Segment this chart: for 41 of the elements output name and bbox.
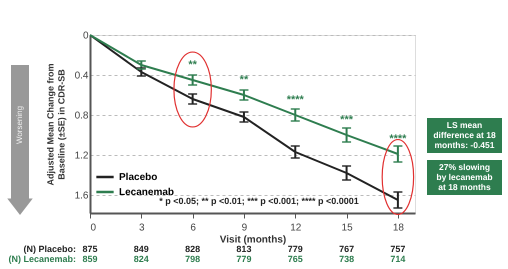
annotation: **** xyxy=(389,133,408,145)
text: 757 xyxy=(390,244,406,254)
x-axis-title: Visit (months) xyxy=(220,234,286,246)
text: Worsening xyxy=(15,106,24,144)
text: 849 xyxy=(134,244,149,254)
x-tick-label: 18 xyxy=(392,222,404,234)
y-tick-label: 0.8 xyxy=(74,110,89,122)
text: 859 xyxy=(82,254,98,264)
x-tick-label: 15 xyxy=(342,222,354,234)
y-tick-label: 0 xyxy=(82,30,89,42)
x-tick-label: 9 xyxy=(242,222,248,234)
text: 714 xyxy=(390,254,406,264)
legend-label: Lecanemab xyxy=(119,187,174,198)
text: 765 xyxy=(288,254,303,264)
text: 27% slowing by lecanemab at 18 months xyxy=(436,162,493,192)
annotation: * p <0.05; ** p <0.01; *** p <0.001; **** p <0.0001 xyxy=(159,196,359,206)
text: 824 xyxy=(134,254,149,264)
y-tick-label: 1.2 xyxy=(74,150,89,162)
legend-label: Placebo xyxy=(119,172,158,183)
text: 767 xyxy=(339,244,354,254)
x-tick-label: 6 xyxy=(190,222,196,234)
annotation: ** xyxy=(240,74,249,86)
x-tick-label: 3 xyxy=(139,222,146,234)
x-tick-label: 12 xyxy=(290,222,302,234)
text: LS mean difference at 18 months: -0.451 xyxy=(433,120,496,150)
text: 875 xyxy=(82,244,98,254)
text: 813 xyxy=(236,244,252,254)
text: (N) Lecanemab: xyxy=(8,254,76,264)
annotation: ** xyxy=(188,59,198,71)
text: 738 xyxy=(339,254,354,264)
text: 779 xyxy=(236,254,252,264)
annotation: *** xyxy=(340,114,354,126)
x-tick-label: 0 xyxy=(90,222,96,234)
text: 779 xyxy=(288,244,303,254)
text: 798 xyxy=(185,254,200,264)
text: 828 xyxy=(185,244,200,254)
text: (N) Placebo: xyxy=(23,244,76,254)
annotation: **** xyxy=(286,94,305,106)
y-axis-title: Adjusted Mean Change from Baseline (±SE) in CDR-SB xyxy=(46,63,67,186)
y-tick-label: 0.4 xyxy=(74,70,89,82)
y-tick-label: 1.6 xyxy=(74,190,89,202)
